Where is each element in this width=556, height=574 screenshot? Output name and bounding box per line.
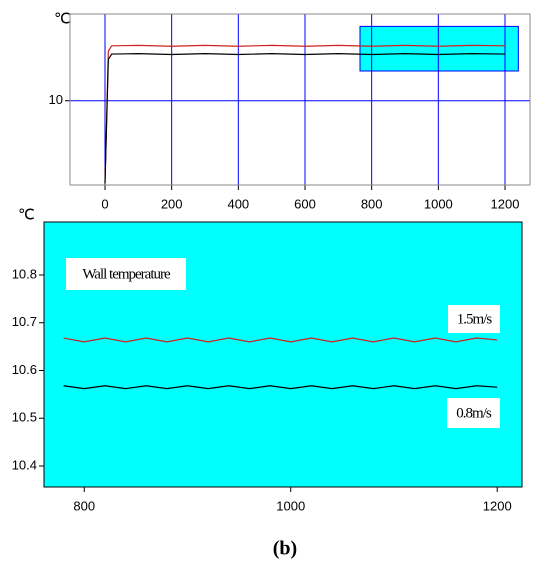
annotation: 1.5m/s [457, 311, 493, 327]
series-line [63, 337, 498, 343]
x-tick-label: 1000 [424, 196, 453, 211]
x-tick-label: 1000 [276, 498, 305, 513]
x-tick-label: 200 [161, 196, 183, 211]
plot-frame [69, 13, 531, 186]
annotation-box [448, 305, 500, 333]
y-tick-label: 10.7 [12, 314, 37, 329]
annotation: Wall temperature [82, 266, 171, 282]
caption: (b) [273, 538, 297, 560]
series-line [63, 385, 498, 390]
plot-lines [63, 337, 498, 390]
annotation-box [66, 258, 186, 290]
x-tick-label: 1200 [491, 196, 520, 211]
y-unit: ℃ [54, 11, 71, 27]
y-tick-label: 10 [49, 92, 63, 107]
x-tick-label: 400 [227, 196, 249, 211]
x-tick-label: 0 [101, 196, 108, 211]
annotation-box [447, 398, 500, 428]
x-tick-label: 800 [361, 196, 383, 211]
x-tick-label: 800 [73, 498, 95, 513]
y-tick-label: 10.4 [12, 457, 37, 472]
plot-lines [104, 44, 506, 184]
y-tick-label: 10.6 [12, 362, 37, 377]
y-unit: ℃ [18, 207, 35, 223]
series-line [104, 44, 506, 184]
zoom-region [359, 25, 519, 72]
plot-frame [43, 221, 523, 488]
y-tick-label: 10.5 [12, 410, 37, 425]
y-tick-label: 10.8 [12, 266, 37, 281]
x-tick-label: 600 [294, 196, 316, 211]
x-tick-label: 1200 [483, 498, 512, 513]
series-line [104, 53, 506, 184]
annotation: 0.8m/s [456, 405, 492, 421]
